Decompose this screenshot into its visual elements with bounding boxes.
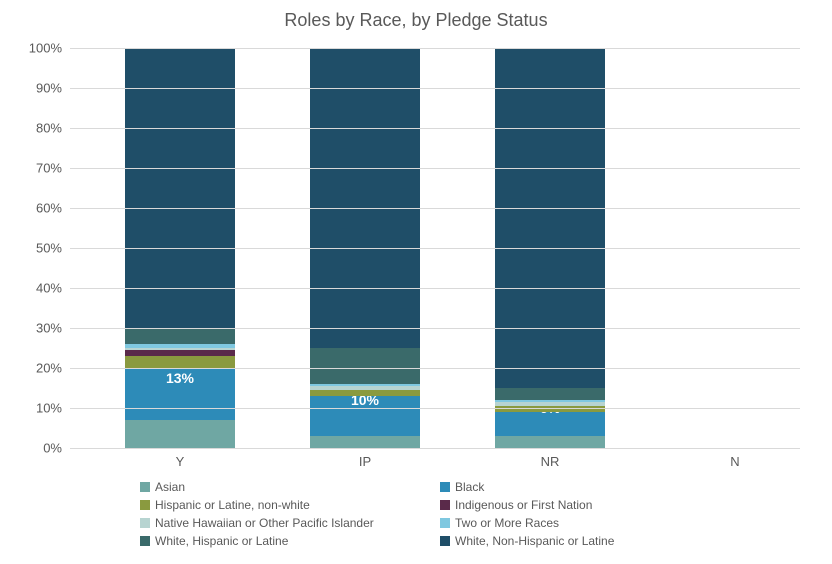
- legend-item: Hispanic or Latine, non-white: [140, 498, 440, 512]
- bar-segment: [495, 406, 605, 412]
- legend-swatch: [440, 518, 450, 528]
- legend-swatch: [140, 482, 150, 492]
- chart-container: Roles by Race, by Pledge Status 13%Y10%I…: [0, 0, 832, 564]
- plot-area: 13%Y10%IP6%NRN 0%10%20%30%40%50%60%70%80…: [70, 48, 800, 448]
- legend-item: White, Non-Hispanic or Latine: [440, 534, 740, 548]
- bar-segment: [495, 436, 605, 448]
- bar-segment: [310, 384, 420, 386]
- bar-segment: [125, 348, 235, 350]
- gridline: [70, 328, 800, 329]
- bar-segment: [310, 48, 420, 348]
- y-tick-label: 60%: [36, 201, 62, 216]
- y-tick-label: 90%: [36, 81, 62, 96]
- bar-segment: [125, 48, 235, 328]
- gridline: [70, 88, 800, 89]
- legend-item: Black: [440, 480, 740, 494]
- bar-segment: [495, 402, 605, 406]
- y-tick-label: 80%: [36, 121, 62, 136]
- legend-swatch: [440, 500, 450, 510]
- legend-label: White, Hispanic or Latine: [155, 534, 288, 548]
- bar-segment: [495, 400, 605, 402]
- legend-label: Hispanic or Latine, non-white: [155, 498, 310, 512]
- gridline: [70, 208, 800, 209]
- bar-segment: [495, 48, 605, 388]
- bar-segment: [310, 386, 420, 390]
- y-tick-label: 30%: [36, 321, 62, 336]
- y-tick-label: 0%: [43, 441, 62, 456]
- legend: Asian Black Hispanic or Latine, non-white I…: [140, 480, 740, 552]
- legend-swatch: [140, 536, 150, 546]
- x-tick-label: Y: [125, 454, 235, 469]
- gridline: [70, 168, 800, 169]
- legend-row: Native Hawaiian or Other Pacific Islande…: [140, 516, 740, 530]
- y-tick-label: 20%: [36, 361, 62, 376]
- legend-row: Asian Black: [140, 480, 740, 494]
- bar-segment: [125, 328, 235, 344]
- legend-item: Two or More Races: [440, 516, 740, 530]
- gridline: [70, 408, 800, 409]
- legend-label: Asian: [155, 480, 185, 494]
- legend-label: Indigenous or First Nation: [455, 498, 592, 512]
- legend-swatch: [440, 482, 450, 492]
- legend-row: White, Hispanic or Latine White, Non-Hisp…: [140, 534, 740, 548]
- bar-segment: [125, 420, 235, 448]
- y-tick-label: 10%: [36, 401, 62, 416]
- gridline: [70, 128, 800, 129]
- y-tick-label: 70%: [36, 161, 62, 176]
- legend-swatch: [140, 500, 150, 510]
- x-tick-label: N: [680, 454, 790, 469]
- y-tick-label: 50%: [36, 241, 62, 256]
- bar-value-label: 13%: [125, 370, 235, 386]
- legend-item: White, Hispanic or Latine: [140, 534, 440, 548]
- gridline: [70, 248, 800, 249]
- y-tick-label: 100%: [29, 41, 62, 56]
- gridline: [70, 288, 800, 289]
- legend-item: Asian: [140, 480, 440, 494]
- bar-segment: [495, 388, 605, 400]
- legend-swatch: [440, 536, 450, 546]
- legend-label: Native Hawaiian or Other Pacific Islande…: [155, 516, 374, 530]
- legend-label: White, Non-Hispanic or Latine: [455, 534, 614, 548]
- legend-item: Native Hawaiian or Other Pacific Islande…: [140, 516, 440, 530]
- bar-segment: [310, 390, 420, 396]
- bar-segment: [310, 436, 420, 448]
- x-tick-label: IP: [310, 454, 420, 469]
- bar-segment: [125, 350, 235, 356]
- bar-segment: [125, 344, 235, 348]
- y-tick-label: 40%: [36, 281, 62, 296]
- bar-segment: [310, 348, 420, 384]
- gridline: [70, 448, 800, 449]
- legend-label: Black: [455, 480, 484, 494]
- legend-row: Hispanic or Latine, non-white Indigenous …: [140, 498, 740, 512]
- gridline: [70, 368, 800, 369]
- legend-swatch: [140, 518, 150, 528]
- bar-segment: [125, 356, 235, 368]
- chart-title: Roles by Race, by Pledge Status: [0, 0, 832, 31]
- x-tick-label: NR: [495, 454, 605, 469]
- legend-item: Indigenous or First Nation: [440, 498, 740, 512]
- legend-label: Two or More Races: [455, 516, 559, 530]
- gridline: [70, 48, 800, 49]
